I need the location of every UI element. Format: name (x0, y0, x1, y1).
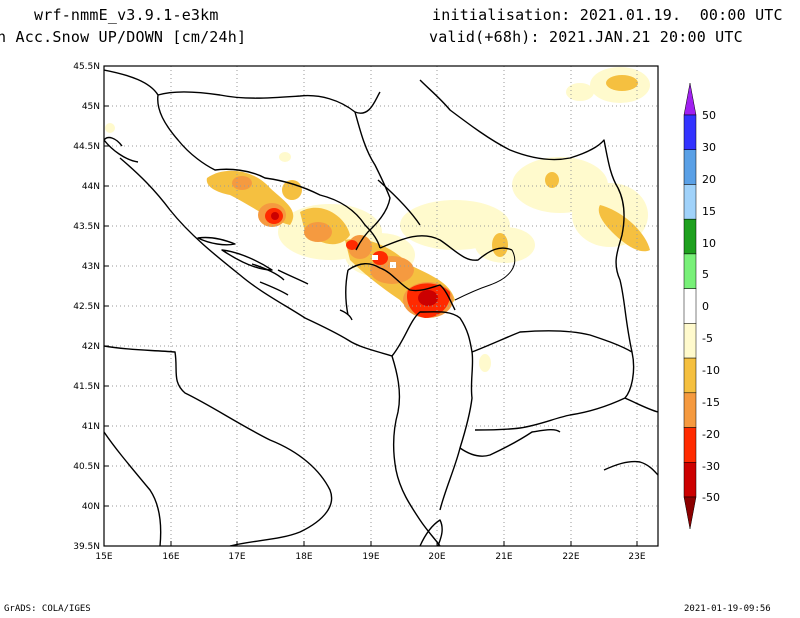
colorbar-box (683, 184, 697, 220)
colorbar-label: 15 (702, 205, 716, 218)
colorbar-label: 0 (702, 300, 709, 313)
colorbar-label: 20 (702, 173, 716, 186)
lat-label: 45.5N (73, 62, 100, 72)
coastlines-borders (104, 69, 658, 546)
lon-label: 18E (295, 552, 312, 562)
lon-label: 20E (428, 552, 445, 562)
lon-label: 22E (562, 552, 579, 562)
lat-label: 43N (82, 262, 100, 272)
colorbar: 50 30 20 15 10 5 0 -5 -10 -15 -20 -30 -5… (683, 82, 720, 530)
lat-label: 43.5N (73, 222, 100, 232)
field-title: n Acc.Snow UP/DOWN [cm/24h] (0, 28, 247, 46)
lon-label: 17E (228, 552, 245, 562)
latitude-labels: 45.5N 45N 44.5N 44N 43.5N 43N 42.5N 42N … (73, 62, 100, 552)
render-timestamp: 2021-01-19-09:56 (684, 604, 771, 614)
lat-label: 40N (82, 502, 100, 512)
lat-label: 39.5N (73, 542, 100, 552)
colorbar-box (683, 392, 697, 428)
colorbar-label: -5 (702, 332, 713, 345)
lat-label: 41N (82, 422, 100, 432)
grid-lines (104, 66, 658, 546)
colorbar-label: 30 (702, 141, 716, 154)
model-title: wrf-nmmE_v3.9.1-e3km (34, 6, 219, 24)
colorbar-box (683, 253, 697, 289)
lon-label: 16E (162, 552, 179, 562)
colorbar-label: -15 (702, 396, 720, 409)
colorbar-box (683, 427, 697, 463)
colorbar-label: -50 (702, 491, 720, 504)
colorbar-label: -20 (702, 428, 720, 441)
lon-label: 21E (495, 552, 512, 562)
colorbar-labels: 50 30 20 15 10 5 0 -5 -10 -15 -20 -30 -5… (702, 109, 720, 504)
colorbar-box (683, 288, 697, 324)
colorbar-bottom-arrow (683, 496, 697, 530)
colorbar-label: -30 (702, 460, 720, 473)
colorbar-boxes (683, 114, 697, 498)
colorbar-box (683, 462, 697, 498)
initialisation-label: initialisation: 2021.01.19. 00:00 UTC (432, 6, 783, 24)
valid-time-label: valid(+68h): 2021.JAN.21 20:00 UTC (429, 28, 743, 46)
colorbar-box (683, 218, 697, 255)
lat-label: 45N (82, 102, 100, 112)
lon-label: 23E (628, 552, 645, 562)
colorbar-label: 50 (702, 109, 716, 122)
grads-credit: GrADS: COLA/IGES (4, 604, 91, 614)
lat-label: 44N (82, 182, 100, 192)
lat-label: 42N (82, 342, 100, 352)
lat-label: 42.5N (73, 302, 100, 312)
colorbar-box (683, 149, 697, 185)
colorbar-label: -10 (702, 364, 720, 377)
lat-label: 44.5N (73, 142, 100, 152)
colorbar-box (683, 357, 697, 394)
longitude-labels: 15E 16E 17E 18E 19E 20E 21E 22E 23E (95, 552, 645, 562)
lat-label: 41.5N (73, 382, 100, 392)
colorbar-label: 5 (702, 268, 709, 281)
colorbar-box (683, 114, 697, 150)
lon-label: 19E (362, 552, 379, 562)
colorbar-label: 10 (702, 237, 716, 250)
snow-field (105, 67, 650, 372)
colorbar-top-arrow (683, 82, 697, 116)
colorbar-box (683, 323, 697, 359)
lon-label: 15E (95, 552, 112, 562)
lat-label: 40.5N (73, 462, 100, 472)
